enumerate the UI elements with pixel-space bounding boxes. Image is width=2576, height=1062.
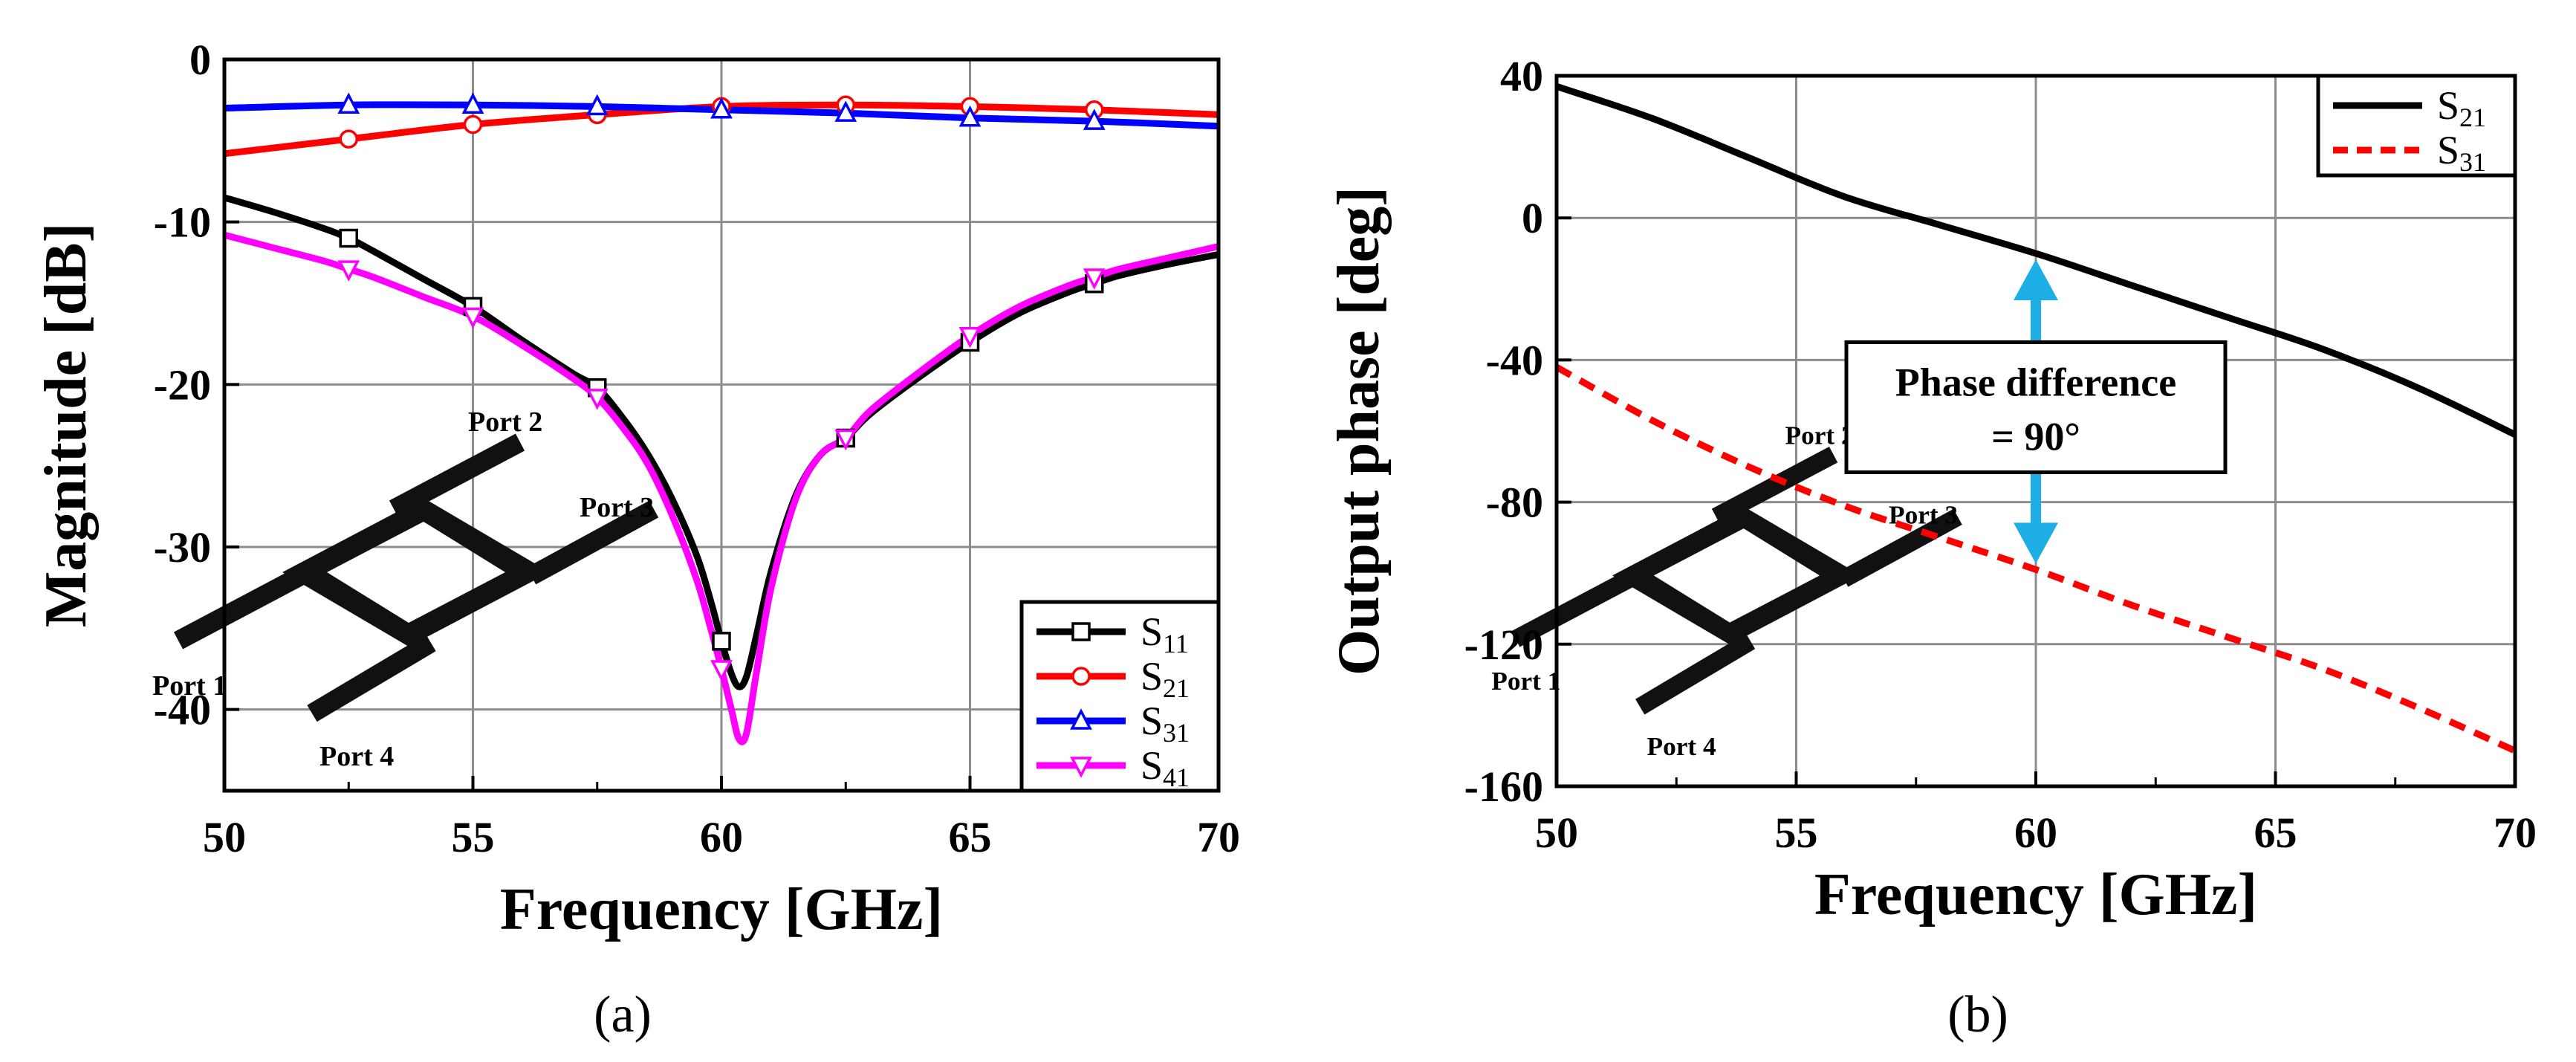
legend-marker-S21 <box>1071 667 1091 686</box>
x-tick-label: 55 <box>452 813 495 861</box>
y-axis-title: Output phase [deg] <box>1326 187 1392 676</box>
coupler-ring <box>282 498 550 647</box>
y-tick-label: 40 <box>1500 52 1543 100</box>
phase-arrow-head-down <box>2014 522 2058 564</box>
port4-line <box>307 634 436 722</box>
panel-label: (a) <box>594 986 652 1043</box>
port2-label: Port 2 <box>468 407 542 438</box>
marker-S11 <box>339 228 358 248</box>
panel-a: Port 1 Port 2 Port 3 Port 4 50 55 60 65 70 0 -10 -2… <box>33 36 1240 1043</box>
x-tick-label: 55 <box>1775 809 1818 857</box>
marker-S41 <box>461 307 484 329</box>
marker-S41 <box>1083 268 1106 290</box>
x-tick-label: 50 <box>1535 809 1578 857</box>
marker-S11 <box>712 632 731 651</box>
x-tick-label: 70 <box>1197 813 1240 861</box>
port4-label: Port 4 <box>319 741 394 772</box>
port2-line <box>389 433 525 518</box>
y-axis-title: Magnitude [dB] <box>33 223 99 628</box>
y-tick-label: -120 <box>1464 621 1543 669</box>
marker-S31 <box>710 97 733 119</box>
port1-line <box>1511 569 1638 647</box>
port2-label: Port 2 <box>1785 421 1855 450</box>
legend-label-S21: S21 <box>1141 654 1190 703</box>
series-line-S41 <box>224 231 1219 745</box>
y-tick-label: -40 <box>154 686 211 734</box>
annotation-line2: = 90° <box>1991 415 2080 459</box>
x-tick-label: 50 <box>203 813 246 861</box>
marker-S31 <box>585 94 609 116</box>
y-tick-label: 0 <box>189 36 211 84</box>
port3-line <box>526 500 659 585</box>
port3-line <box>1839 508 1962 587</box>
marker-S21 <box>463 114 483 135</box>
legend-label-S21: S21 <box>2437 83 2486 132</box>
marker-S41 <box>834 429 857 451</box>
y-tick-label: -20 <box>154 360 211 409</box>
legend-marker-S41 <box>1070 757 1092 778</box>
panel-label: (b) <box>1947 986 2008 1043</box>
port2-line <box>1711 446 1838 525</box>
legend-marker-S11 <box>1071 622 1091 641</box>
series-line-S21 <box>1557 83 2515 438</box>
marker-S31 <box>461 92 484 114</box>
y-tick-label: -40 <box>1486 336 1543 384</box>
marker-S31 <box>834 100 857 122</box>
x-tick-label: 65 <box>949 813 992 861</box>
legend-label-S31: S31 <box>2437 128 2486 177</box>
marker-S41 <box>585 389 609 410</box>
x-tick-label: 65 <box>2254 809 2297 857</box>
legend-marker-S31 <box>1070 708 1092 730</box>
x-tick-label: 60 <box>700 813 743 861</box>
series-line-S11 <box>224 194 1219 690</box>
port4-label: Port 4 <box>1647 732 1717 761</box>
marker-S31 <box>337 92 360 114</box>
port3-label: Port 3 <box>580 492 654 523</box>
marker-S41 <box>710 660 733 681</box>
coupler-inset: Port 1 Port 2 Port 3 Port 4 <box>152 407 659 772</box>
y-tick-label: -10 <box>154 198 211 247</box>
y-tick-label: -80 <box>1486 479 1543 527</box>
x-axis-title: Frequency [GHz] <box>500 877 943 942</box>
port1-label: Port 1 <box>1491 667 1560 696</box>
legend-label-S11: S11 <box>1141 609 1189 658</box>
port4-line <box>1635 633 1756 715</box>
marker-S31 <box>958 105 982 127</box>
legend-label-S41: S41 <box>1141 743 1190 792</box>
annotation-line1: Phase difference <box>1895 360 2176 405</box>
series-line-S31 <box>1557 364 2515 754</box>
y-tick-label: 0 <box>1522 194 1543 242</box>
marker-S31 <box>1083 109 1106 130</box>
marker-S41 <box>958 326 982 349</box>
annotation-box <box>1844 340 2228 474</box>
port1-line <box>173 565 310 650</box>
x-axis-title: Frequency [GHz] <box>1814 862 2257 927</box>
y-tick-label: -30 <box>154 523 211 572</box>
coupler-ring <box>1612 506 1861 645</box>
phase-arrow-head-up <box>2014 259 2058 300</box>
x-tick-label: 70 <box>2494 809 2537 857</box>
marker-S21 <box>339 129 358 149</box>
legend-label-S31: S31 <box>1141 699 1190 748</box>
port1-label: Port 1 <box>152 670 227 702</box>
y-tick-label: -160 <box>1464 762 1543 811</box>
marker-S41 <box>337 260 360 282</box>
legend-box <box>2316 74 2517 178</box>
x-tick-label: 60 <box>2014 809 2057 857</box>
